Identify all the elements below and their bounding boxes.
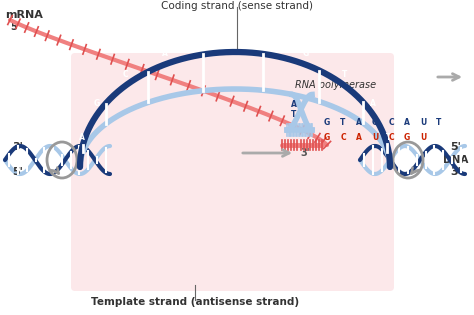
Text: 3': 3' — [451, 167, 461, 177]
Text: C: C — [388, 133, 394, 142]
Text: A: A — [370, 99, 376, 108]
Text: G: G — [302, 49, 309, 58]
Text: 5': 5' — [451, 142, 461, 152]
Text: A: A — [356, 133, 362, 142]
Text: G: G — [404, 133, 410, 142]
Text: G: G — [324, 133, 330, 142]
Text: U: U — [372, 133, 378, 142]
Text: G: G — [372, 118, 378, 127]
Text: T: T — [340, 118, 346, 127]
Text: C: C — [123, 70, 128, 79]
FancyBboxPatch shape — [71, 53, 394, 291]
Text: T: T — [385, 133, 391, 142]
Text: 3': 3' — [13, 142, 23, 152]
Text: U: U — [420, 118, 426, 127]
Text: 5': 5' — [10, 22, 19, 32]
Text: C: C — [340, 133, 346, 142]
Text: A: A — [79, 133, 85, 142]
Text: DNA: DNA — [443, 155, 468, 165]
Text: 3': 3' — [300, 148, 310, 158]
Text: A: A — [404, 118, 410, 127]
Text: A: A — [356, 118, 362, 127]
Text: 5': 5' — [13, 167, 23, 177]
Text: C: C — [256, 37, 262, 46]
Text: T: T — [342, 70, 347, 79]
Text: T: T — [208, 37, 213, 46]
Text: U: U — [420, 133, 426, 142]
Text: A: A — [291, 100, 297, 109]
Text: G: G — [324, 118, 330, 127]
Text: Coding strand (sense strand): Coding strand (sense strand) — [161, 1, 313, 11]
Text: Template strand (antisense strand): Template strand (antisense strand) — [91, 297, 299, 307]
Text: T: T — [437, 118, 442, 127]
Text: RNA polymerase: RNA polymerase — [295, 80, 376, 90]
Text: mRNA: mRNA — [5, 10, 43, 20]
Text: C: C — [388, 118, 394, 127]
Text: A: A — [162, 49, 168, 58]
Text: G: G — [94, 99, 100, 108]
Text: T: T — [292, 110, 297, 119]
